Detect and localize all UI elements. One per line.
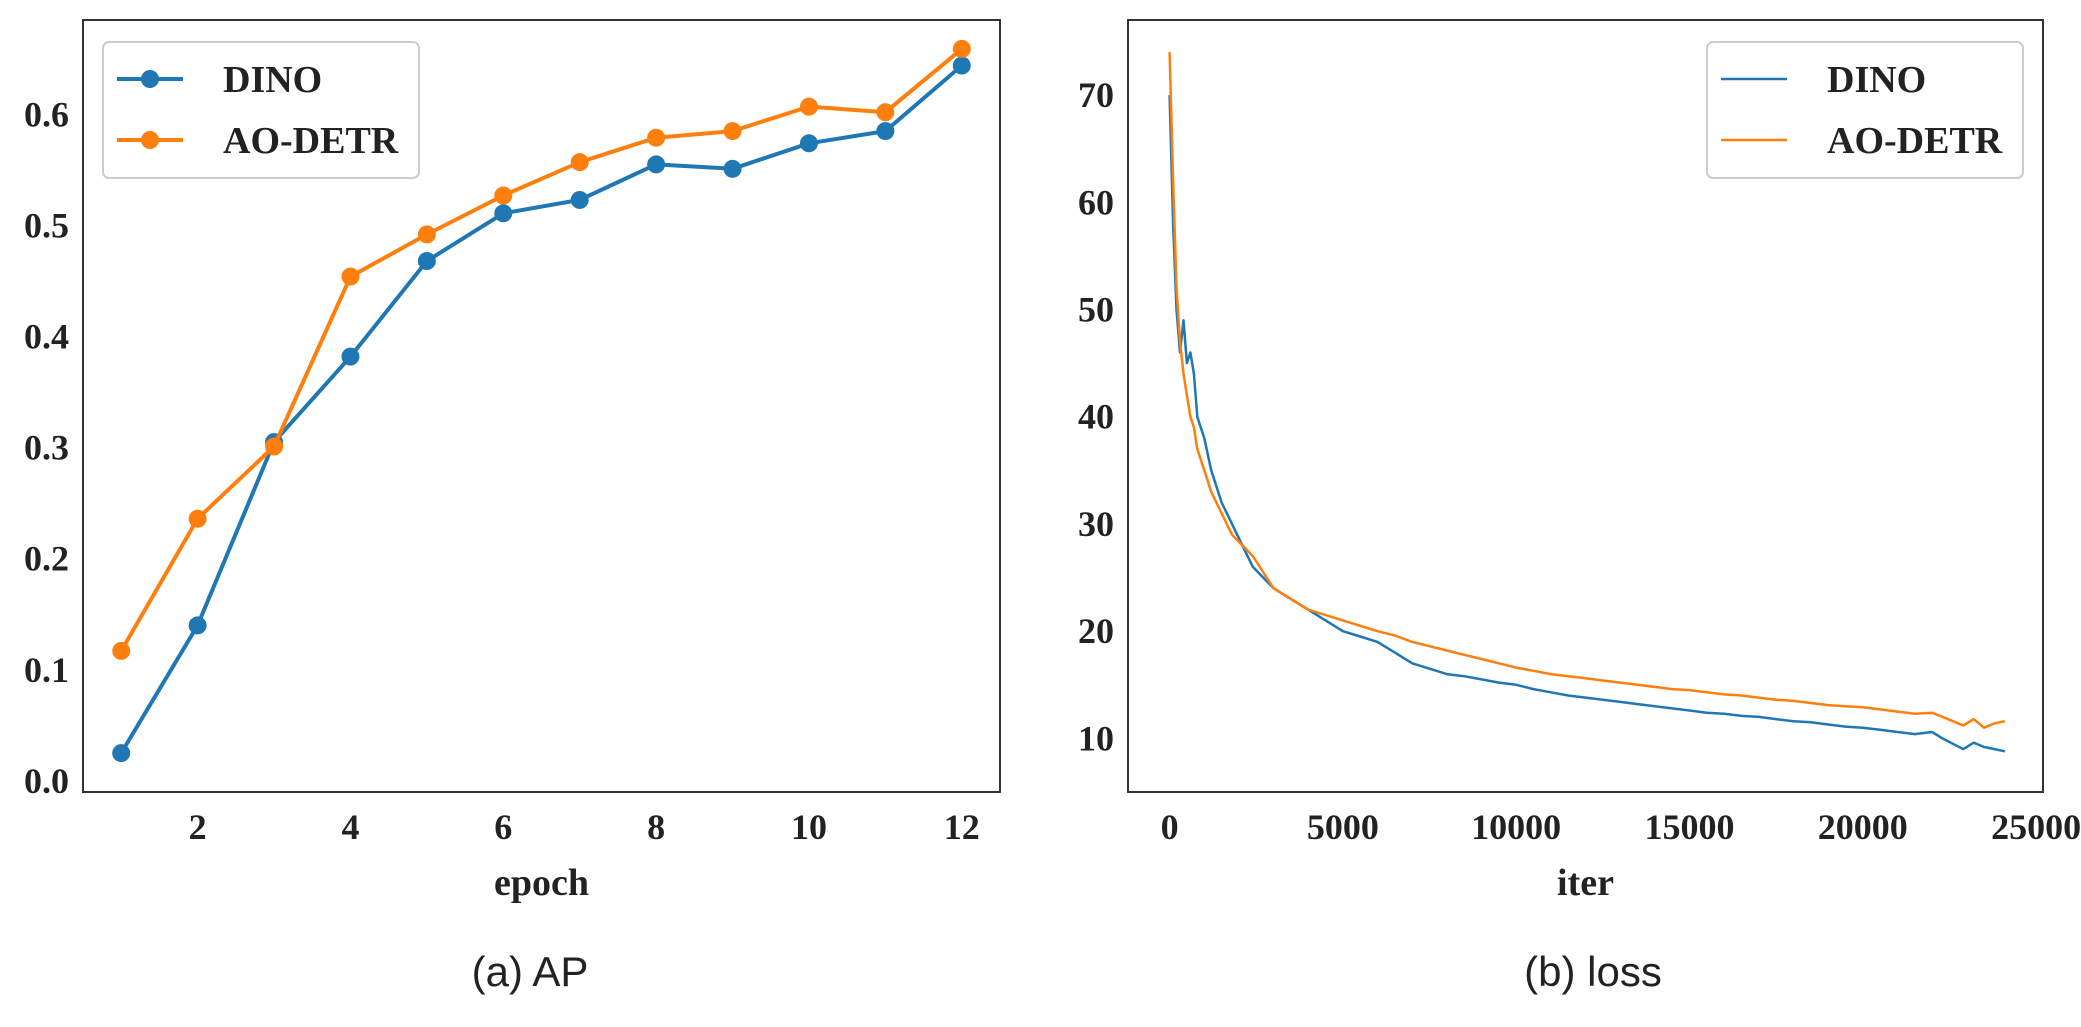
panel-a-ap-chart: 2 4 6 8 10 12 0.0 0.1 0.2 0.3 0.4 0.5 0.6 epoch DINO AO…	[24, 19, 1001, 904]
x-tick-label: 6	[494, 807, 512, 847]
panel-b-loss-chart: 0 5000 10000 15000 20000 25000 10 20 30 40 50 60 70 i…	[1078, 19, 2081, 904]
legend: DINO AO-DETR	[1706, 41, 2024, 179]
y-tick-label: 0.2	[24, 539, 69, 579]
data-point	[723, 159, 742, 178]
data-point	[876, 122, 895, 141]
y-tick-label: 50	[1078, 290, 1114, 330]
x-tick-label: 15000	[1644, 807, 1734, 847]
x-tick-label: 25000	[1991, 807, 2081, 847]
data-point	[265, 437, 284, 456]
data-point	[417, 225, 436, 244]
data-point	[494, 186, 513, 205]
y-tick-label: 40	[1078, 397, 1114, 437]
plot-frame	[1127, 19, 2044, 793]
caption-b: (b) loss	[1524, 948, 1662, 995]
y-tick-label: 0.4	[24, 317, 69, 357]
y-tick-label: 30	[1078, 504, 1114, 544]
data-point	[952, 39, 971, 58]
y-tick-label: 0.3	[24, 428, 69, 468]
y-tick-label: 0.1	[24, 650, 69, 690]
series-line-ao-detr	[1168, 52, 2006, 729]
x-tick-label: 10000	[1471, 807, 1561, 847]
legend-marker	[141, 131, 159, 149]
data-point	[647, 155, 666, 174]
y-tick-label: 60	[1078, 182, 1114, 222]
data-point	[494, 204, 513, 223]
y-tick-label: 10	[1078, 718, 1114, 758]
legend: DINO AO-DETR	[102, 41, 420, 179]
legend-label: DINO	[1827, 59, 1926, 101]
x-tick-label: 12	[944, 807, 980, 847]
data-point	[570, 190, 589, 209]
data-point	[876, 103, 895, 122]
x-tick-label: 10	[791, 807, 827, 847]
y-tick-label: 0.5	[24, 205, 69, 245]
legend-marker	[141, 70, 159, 88]
y-tick-label: 70	[1078, 75, 1114, 115]
legend-box	[1706, 41, 2024, 179]
data-point	[341, 347, 360, 366]
x-axis-label: epoch	[494, 862, 589, 904]
data-point	[570, 153, 589, 172]
data-point	[723, 122, 742, 141]
data-point	[417, 252, 436, 271]
y-tick-label: 0.6	[24, 94, 69, 134]
data-point	[952, 56, 971, 75]
legend-label: AO-DETR	[223, 120, 399, 162]
series-line-dino	[1168, 95, 2006, 753]
data-point	[647, 128, 666, 147]
x-tick-label: 0	[1161, 807, 1179, 847]
legend-label: AO-DETR	[1827, 120, 2003, 162]
plot-frame	[82, 19, 1001, 793]
data-point	[188, 509, 207, 528]
legend-box	[102, 41, 420, 179]
data-point	[799, 97, 818, 116]
series-line-ao-detr	[119, 47, 964, 652]
legend-label: DINO	[223, 59, 322, 101]
series-line-dino	[119, 63, 964, 755]
x-tick-label: 2	[189, 807, 207, 847]
data-point	[112, 744, 131, 763]
x-tick-label: 4	[341, 807, 359, 847]
x-axis-label: iter	[1557, 862, 1614, 904]
x-tick-label: 5000	[1307, 807, 1379, 847]
y-tick-label: 20	[1078, 611, 1114, 651]
x-tick-label: 8	[647, 807, 665, 847]
data-point	[799, 134, 818, 153]
caption-a: (a) AP	[472, 948, 589, 995]
data-point	[188, 616, 207, 635]
x-tick-label: 20000	[1818, 807, 1908, 847]
y-tick-label: 0.0	[24, 761, 69, 801]
data-point	[112, 641, 131, 660]
data-point	[341, 267, 360, 286]
